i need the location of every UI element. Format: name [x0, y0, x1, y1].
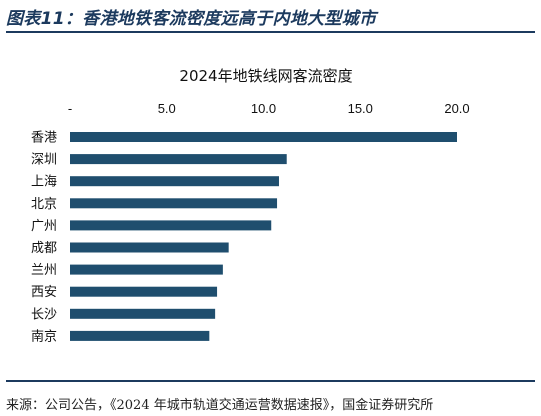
x-tick-label: - [68, 101, 72, 116]
chart-title: 2024年地铁线网客流密度 [179, 67, 352, 85]
bar [70, 132, 457, 142]
bar-chart: 2024年地铁线网客流密度 - 5.0 10.0 15.0 20.0 香港深圳上海北京广… [31, 67, 470, 345]
category-label: 西安 [31, 285, 57, 300]
bar [70, 154, 287, 165]
category-label: 深圳 [31, 153, 57, 168]
bar [70, 176, 279, 187]
category-label: 香港 [31, 131, 57, 146]
bar [70, 264, 223, 275]
source-rule [6, 380, 535, 382]
category-label: 广州 [31, 219, 57, 234]
category-label: 上海 [31, 175, 57, 190]
category-label: 长沙 [31, 307, 57, 322]
title-rule [6, 31, 535, 33]
category-label: 兰州 [31, 263, 57, 278]
bar [70, 220, 272, 231]
x-tick-label: 10.0 [251, 101, 276, 116]
bar [70, 286, 218, 297]
source-note: 来源：公司公告，《2024 年城市轨道交通运营数据速报》，国金证券研究所 [6, 398, 434, 413]
bar [70, 198, 278, 209]
category-label: 北京 [31, 197, 57, 212]
x-tick-label: 5.0 [158, 101, 176, 116]
x-tick-label: 20.0 [444, 101, 469, 116]
category-label: 成都 [31, 241, 57, 256]
figure-title: 图表11：香港地铁客流密度远高于内地大型城市 [6, 9, 377, 29]
bars [70, 132, 457, 341]
x-tick-label: 15.0 [348, 101, 373, 116]
bar [70, 330, 210, 341]
category-label: 南京 [31, 328, 57, 344]
bar [70, 242, 229, 253]
x-axis-ticks: - 5.0 10.0 15.0 20.0 [68, 101, 470, 116]
bar [70, 308, 216, 319]
